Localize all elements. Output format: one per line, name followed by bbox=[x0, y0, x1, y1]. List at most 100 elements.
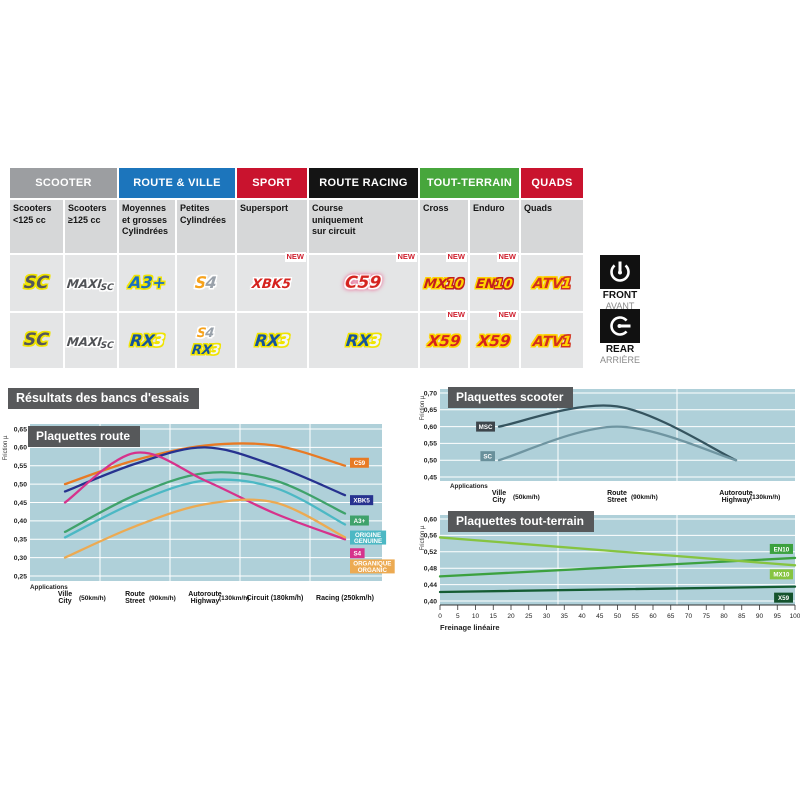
logo-sc: SC bbox=[23, 330, 50, 350]
series-line-C59 bbox=[63, 442, 347, 486]
y-axis-label: Friction µ bbox=[420, 525, 426, 550]
legend-label: XBK5 bbox=[353, 498, 370, 505]
y-tick-label: 0,48 bbox=[424, 566, 437, 573]
category-header-scooter: SCOOTER bbox=[10, 168, 117, 198]
new-badge: NEW bbox=[284, 252, 306, 262]
y-tick-label: 0,60 bbox=[424, 424, 437, 431]
logo-en10: EN10 bbox=[475, 277, 514, 292]
new-badge: NEW bbox=[496, 252, 518, 262]
x-tick-label: 65 bbox=[667, 613, 675, 620]
legend-label: ORGANIC bbox=[358, 567, 388, 574]
logo-x59: X59 bbox=[477, 331, 512, 350]
subheader: Course uniquement sur circuit bbox=[309, 200, 418, 253]
front-pad-cell: S4 bbox=[177, 255, 235, 311]
y-tick-label: 0,45 bbox=[14, 500, 27, 507]
x-category-fr: Ville bbox=[58, 591, 72, 598]
results-heading: Résultats des bancs d'essais bbox=[8, 388, 200, 409]
y-tick-label: 0,55 bbox=[424, 441, 437, 448]
logo-rx3: RX3 bbox=[253, 330, 291, 350]
avant-label: AVANT bbox=[605, 301, 635, 311]
subheader: Enduro bbox=[470, 200, 519, 253]
x-tick-label: 15 bbox=[490, 613, 498, 620]
x-category-fr: Autoroute bbox=[719, 490, 753, 497]
x-tick-label: 100 bbox=[790, 613, 800, 620]
front-pad-cell: ATV1 bbox=[521, 255, 583, 311]
x-axis-label: Freinage linéaire bbox=[440, 623, 500, 632]
arriere-label: ARRIÈRE bbox=[599, 355, 640, 365]
legend-EN10 bbox=[769, 543, 793, 554]
legend-label: ORIGINE bbox=[355, 532, 381, 539]
logo-rx3: RX3 bbox=[345, 330, 382, 350]
series-line-MSC bbox=[497, 404, 738, 462]
x-tick-label: 45 bbox=[596, 613, 604, 620]
y-tick-label: 0,50 bbox=[14, 481, 27, 488]
new-badge: NEW bbox=[445, 252, 467, 262]
y-tick-label: 0,35 bbox=[14, 537, 27, 544]
legend-A3+ bbox=[350, 515, 369, 526]
category-header-route-ville: ROUTE & VILLE bbox=[119, 168, 235, 198]
legend-label: EN10 bbox=[774, 546, 790, 553]
logo-atv1: ATV1 bbox=[531, 276, 573, 292]
subheader: Moyennes et grosses Cylindrées bbox=[119, 200, 175, 253]
legend-SC bbox=[480, 451, 495, 462]
route-chart-title: Plaquettes route bbox=[28, 426, 141, 447]
front-pad-cell: MAXISC bbox=[65, 255, 117, 311]
category-header-sport: SPORT bbox=[237, 168, 307, 198]
x-category-speed: (130km/h) bbox=[750, 494, 780, 501]
front-pad-cell: NEW MX10 bbox=[420, 252, 468, 311]
applications-label: Applications bbox=[30, 584, 68, 591]
rear-pad-cell: RX3 bbox=[237, 313, 307, 368]
legend-MSC bbox=[476, 421, 495, 432]
y-tick-label: 0,65 bbox=[14, 426, 27, 433]
y-tick-label: 0,25 bbox=[14, 573, 27, 580]
legend-label: MX10 bbox=[773, 572, 790, 579]
rear-brake-icon bbox=[600, 309, 640, 343]
logo-maxi-sc: MAXISC bbox=[66, 334, 115, 351]
legend-C59 bbox=[350, 457, 369, 468]
y-tick-label: 0,45 bbox=[424, 474, 437, 481]
x-category-en: City bbox=[58, 598, 71, 605]
legend-XBK5 bbox=[350, 495, 374, 506]
x-tick-label: 25 bbox=[525, 613, 533, 620]
x-category-fr: Autoroute bbox=[188, 591, 222, 598]
new-badge: NEW bbox=[395, 252, 417, 262]
series-line-S4 bbox=[63, 451, 347, 541]
front-position-block: FRONT AVANT bbox=[597, 255, 643, 311]
y-tick-label: 0,52 bbox=[424, 549, 437, 556]
x-category-fr: Route bbox=[607, 490, 627, 497]
series-line-MX10 bbox=[438, 536, 797, 567]
x-category-speed: (90km/h) bbox=[149, 595, 176, 602]
subheader: Petites Cylindrées bbox=[177, 200, 235, 253]
front-pad-cell: NEW XBK5 bbox=[237, 252, 307, 311]
x-category-speed: (50km/h) bbox=[513, 494, 540, 501]
x-tick-label: 90 bbox=[756, 613, 764, 620]
legend-MX10 bbox=[769, 569, 793, 580]
x-category: Racing (250km/h) bbox=[316, 595, 374, 602]
subheader: Cross bbox=[420, 200, 468, 253]
rear-pad-cell: RX3 bbox=[119, 313, 175, 368]
rear-pad-cell: SC bbox=[10, 313, 63, 368]
legend-label: X59 bbox=[778, 595, 790, 602]
y-tick-label: 0,44 bbox=[424, 582, 437, 589]
x-category-en: Street bbox=[607, 497, 628, 504]
x-category-en: Highway bbox=[722, 497, 751, 504]
x-tick-label: 5 bbox=[456, 613, 460, 620]
x-category-speed: (90km/h) bbox=[631, 494, 658, 501]
y-tick-label: 0,70 bbox=[424, 390, 437, 397]
legend-ORGANIQUE bbox=[350, 559, 395, 574]
x-tick-label: 55 bbox=[632, 613, 640, 620]
logo-c59: C59 bbox=[344, 272, 383, 293]
compat-table: SCOOTER ROUTE & VILLE SPORT ROUTE RACING TOU… bbox=[10, 168, 583, 368]
y-tick-label: 0,55 bbox=[14, 463, 27, 470]
legend-ORIGINE bbox=[350, 530, 387, 545]
x-category-en: City bbox=[492, 497, 505, 504]
x-tick-label: 10 bbox=[472, 613, 480, 620]
front-pad-cell: SC bbox=[10, 255, 63, 311]
applications-label: Applications bbox=[450, 483, 488, 490]
rear-label: REAR bbox=[605, 344, 635, 355]
y-tick-label: 0,60 bbox=[424, 516, 437, 523]
x-tick-label: 95 bbox=[774, 613, 782, 620]
logo-s4: S4 bbox=[196, 326, 216, 341]
rear-pad-cell: S4 RX3 bbox=[177, 313, 235, 368]
front-brake-icon bbox=[600, 255, 640, 289]
